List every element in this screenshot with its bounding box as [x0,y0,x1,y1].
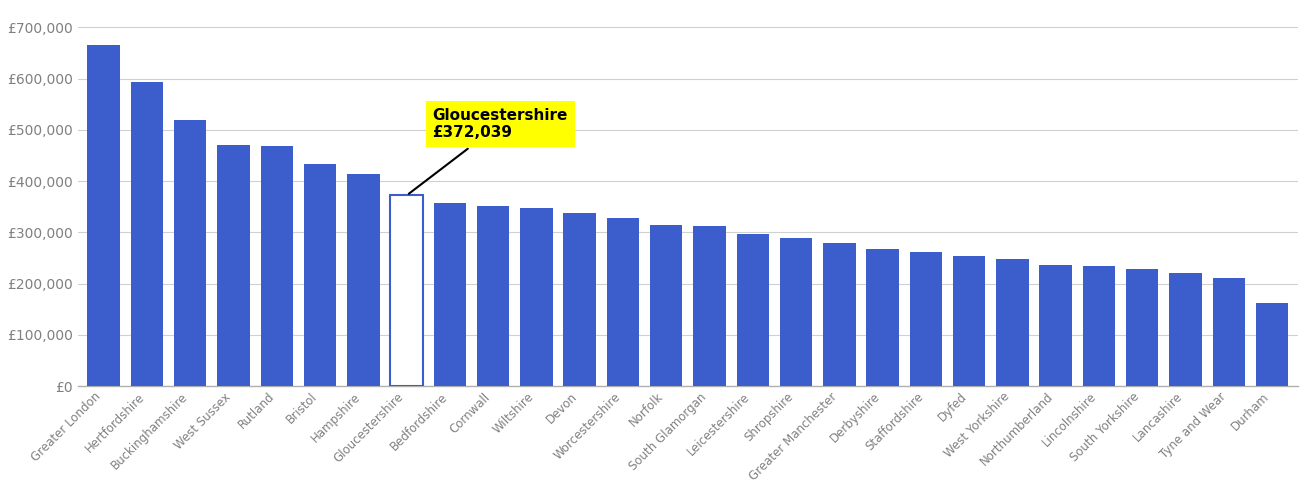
Bar [1169,273,1202,386]
Bar [996,259,1028,386]
Bar [1212,278,1245,386]
Bar [347,174,380,386]
Bar [476,206,509,386]
Bar [867,249,899,386]
Bar [304,164,337,386]
Bar [1040,265,1071,386]
Bar [693,226,726,386]
Bar [564,213,596,386]
Bar [130,82,163,386]
Bar [780,238,812,386]
Bar [1255,302,1288,386]
Bar [1126,270,1159,386]
Bar [736,234,769,386]
Bar [390,196,423,386]
Bar [1083,266,1116,386]
Bar [521,208,552,386]
Bar [823,243,856,386]
Text: Gloucestershire
£372,039: Gloucestershire £372,039 [408,108,568,194]
Bar [650,225,683,386]
Bar [217,145,249,386]
Bar [910,252,942,386]
Bar [261,147,294,386]
Bar [433,203,466,386]
Bar [174,120,206,386]
Bar [607,218,639,386]
Bar [87,46,120,386]
Bar [953,256,985,386]
